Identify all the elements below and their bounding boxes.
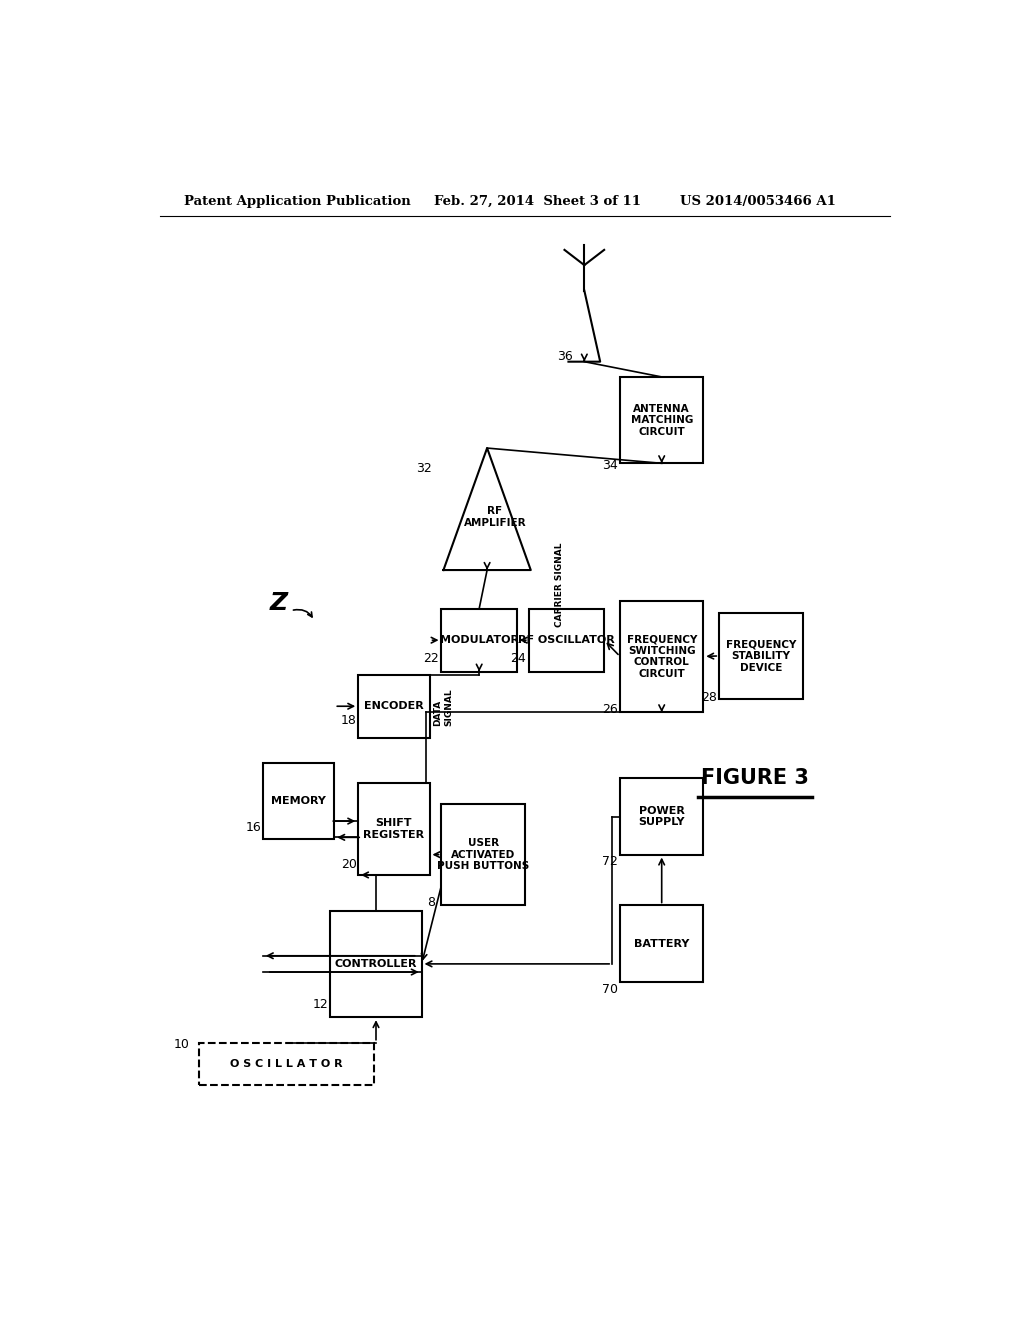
- Text: 70: 70: [602, 983, 617, 997]
- Text: RF
AMPLIFIER: RF AMPLIFIER: [464, 507, 526, 528]
- Bar: [719, 612, 803, 700]
- Bar: [331, 911, 422, 1018]
- Bar: [620, 601, 703, 713]
- Text: MODULATOR: MODULATOR: [439, 635, 519, 645]
- Text: 16: 16: [246, 821, 261, 834]
- Text: SHIFT
REGISTER: SHIFT REGISTER: [364, 818, 424, 840]
- Bar: [441, 804, 525, 906]
- Bar: [358, 784, 430, 875]
- Bar: [263, 763, 334, 840]
- Text: US 2014/0053466 A1: US 2014/0053466 A1: [680, 194, 836, 207]
- Text: 36: 36: [557, 350, 572, 363]
- Bar: [528, 609, 604, 672]
- Text: 28: 28: [701, 690, 717, 704]
- Text: 72: 72: [602, 855, 617, 869]
- Bar: [358, 675, 430, 738]
- Text: MEMORY: MEMORY: [271, 796, 326, 807]
- Text: Feb. 27, 2014  Sheet 3 of 11: Feb. 27, 2014 Sheet 3 of 11: [433, 194, 641, 207]
- Text: 10: 10: [174, 1039, 189, 1051]
- Text: DATA
SIGNAL: DATA SIGNAL: [433, 689, 453, 726]
- Text: 26: 26: [602, 702, 617, 715]
- Text: CARRIER SIGNAL: CARRIER SIGNAL: [555, 543, 563, 627]
- Text: Z: Z: [269, 590, 288, 615]
- Text: 18: 18: [341, 714, 356, 727]
- Text: CONTROLLER: CONTROLLER: [335, 958, 417, 969]
- Text: FREQUENCY
STABILITY
DEVICE: FREQUENCY STABILITY DEVICE: [726, 639, 796, 672]
- Text: BATTERY: BATTERY: [634, 939, 689, 949]
- Text: 20: 20: [341, 858, 356, 871]
- Text: 32: 32: [416, 462, 431, 475]
- Text: 22: 22: [423, 652, 439, 665]
- Bar: [620, 378, 703, 463]
- Text: 24: 24: [511, 652, 526, 665]
- Text: 12: 12: [312, 998, 328, 1011]
- Bar: [200, 1043, 374, 1085]
- Text: ANTENNA
MATCHING
CIRCUIT: ANTENNA MATCHING CIRCUIT: [631, 404, 693, 437]
- Text: ENCODER: ENCODER: [364, 701, 424, 711]
- Text: 34: 34: [602, 459, 617, 471]
- Text: O S C I L L A T O R: O S C I L L A T O R: [230, 1059, 343, 1069]
- Text: 8: 8: [427, 896, 435, 909]
- Text: Patent Application Publication: Patent Application Publication: [183, 194, 411, 207]
- Bar: [620, 906, 703, 982]
- Text: FREQUENCY
SWITCHING
CONTROL
CIRCUIT: FREQUENCY SWITCHING CONTROL CIRCUIT: [627, 634, 697, 678]
- Text: USER
ACTIVATED
PUSH BUTTONS: USER ACTIVATED PUSH BUTTONS: [437, 838, 529, 871]
- Bar: [620, 779, 703, 854]
- Text: FIGURE 3: FIGURE 3: [701, 768, 809, 788]
- Text: POWER
SUPPLY: POWER SUPPLY: [638, 805, 685, 828]
- Bar: [441, 609, 517, 672]
- Text: RF OSCILLATOR: RF OSCILLATOR: [518, 635, 614, 645]
